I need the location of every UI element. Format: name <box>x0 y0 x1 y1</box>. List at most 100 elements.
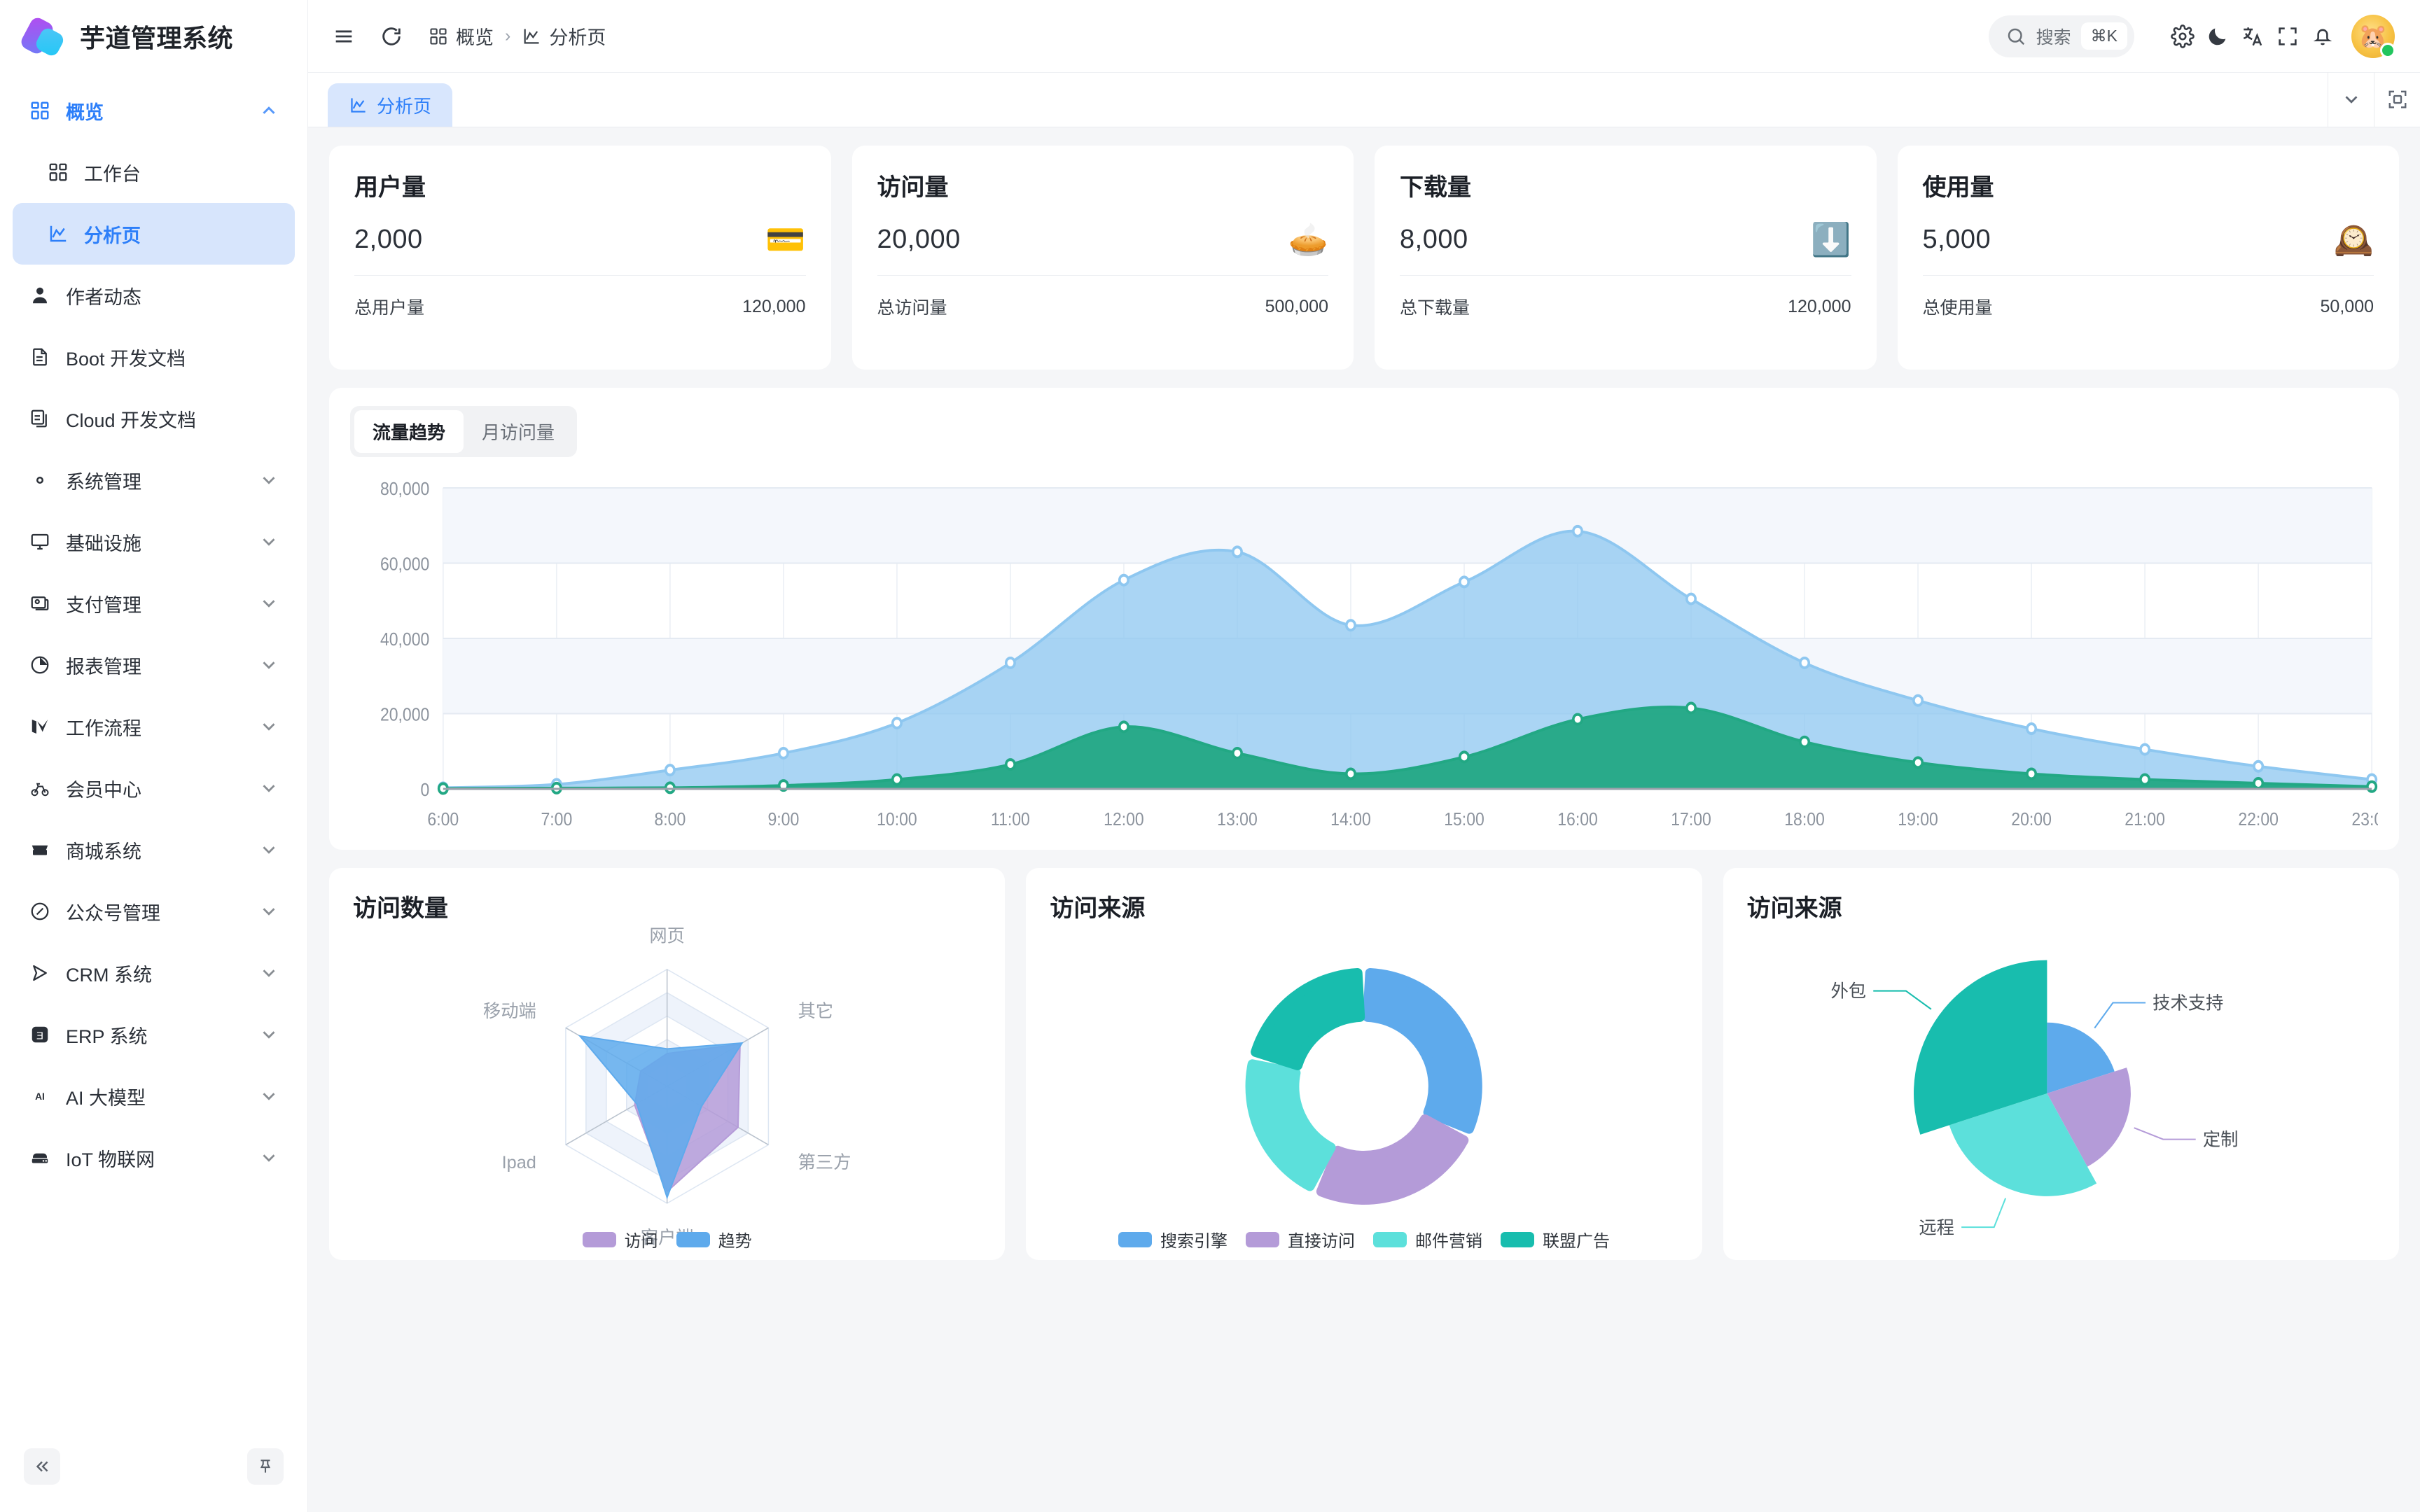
refresh-icon[interactable] <box>377 22 406 51</box>
legend-item-email[interactable]: 邮件营销 <box>1372 1227 1482 1252</box>
traffic-tabs: 流量趋势 月访问量 <box>350 406 578 457</box>
avatar-image: 🐹 <box>2351 14 2395 58</box>
stats-row: 用户量 2,000 💳 总用户量 120,000 访问量 20,000 <box>329 146 2399 370</box>
legend-swatch <box>1245 1231 1279 1247</box>
brand[interactable]: 芋道管理系统 <box>0 0 307 73</box>
sidebar-item-crm[interactable]: CRM 系统 <box>13 942 295 1004</box>
chevron-down-icon[interactable] <box>258 778 279 799</box>
search-input[interactable]: 搜索 ⌘K <box>1988 15 2134 57</box>
stat-total-label: 总访问量 <box>877 298 947 318</box>
sidebar-item-label: 商城系统 <box>66 841 141 862</box>
gear-icon[interactable] <box>2168 22 2197 51</box>
sidebar-item-label: Boot 开发文档 <box>66 348 186 370</box>
legend-item-visit[interactable]: 访问 <box>582 1227 658 1252</box>
legend-label: 趋势 <box>718 1232 752 1251</box>
tab-monthly-visits[interactable]: 月访问量 <box>482 422 555 443</box>
sidebar-item-label: 分析页 <box>84 225 141 246</box>
visit-source-rose-panel: 访问来源 技术支持 定制 远程 外包 <box>1723 868 2399 1260</box>
moon-icon[interactable] <box>2203 22 2232 51</box>
sidebar-item-erp[interactable]: Ǝ ERP 系统 <box>13 1004 295 1065</box>
sidebar-item-mp[interactable]: 公众号管理 <box>13 881 295 942</box>
sidebar-item-iot[interactable]: IoT 物联网 <box>13 1127 295 1189</box>
pie-icon: 🥧 <box>1288 221 1328 258</box>
grid-icon <box>28 99 52 122</box>
sidebar-item-analysis[interactable]: 分析页 <box>13 203 295 265</box>
chevron-down-icon[interactable] <box>2328 72 2374 127</box>
tab-analysis[interactable]: 分析页 <box>328 83 453 127</box>
sidebar-item-ai[interactable]: AI AI 大模型 <box>13 1065 295 1127</box>
credit-card-icon: 💳 <box>765 221 806 258</box>
chevron-down-icon[interactable] <box>258 1086 279 1107</box>
chevron-down-icon[interactable] <box>258 1147 279 1168</box>
legend-item-trend[interactable]: 趋势 <box>676 1227 752 1252</box>
stat-card-visits[interactable]: 访问量 20,000 🥧 总访问量 500,000 <box>851 146 1354 370</box>
sidebar-item-boot-docs[interactable]: Boot 开发文档 <box>13 326 295 388</box>
stat-total-label: 总使用量 <box>1922 298 1993 318</box>
legend-label: 访问 <box>624 1232 658 1251</box>
chevron-down-icon[interactable] <box>258 470 279 491</box>
breadcrumb-item-analysis[interactable]: 分析页 <box>522 22 606 50</box>
stat-title: 用户量 <box>354 174 426 201</box>
pin-icon[interactable] <box>247 1448 284 1485</box>
fullscreen-icon[interactable] <box>2273 22 2302 51</box>
chevron-down-icon[interactable] <box>258 716 279 737</box>
sidebar-item-report[interactable]: 报表管理 <box>13 634 295 696</box>
stat-total-label: 总用户量 <box>354 298 425 318</box>
sidebar-item-infrastructure[interactable]: 基础设施 <box>13 511 295 573</box>
legend-swatch <box>1372 1231 1407 1247</box>
sidebar-item-overview[interactable]: 概览 <box>13 80 295 141</box>
sidebar-item-payment[interactable]: 支付管理 <box>13 573 295 634</box>
chevron-down-icon[interactable] <box>258 654 279 676</box>
chevron-down-icon[interactable] <box>258 962 279 983</box>
svg-text:9:00: 9:00 <box>767 810 799 830</box>
chevron-down-icon[interactable] <box>258 1024 279 1045</box>
svg-text:16:00: 16:00 <box>1557 810 1598 830</box>
chevron-up-icon[interactable] <box>258 100 279 121</box>
chevron-down-icon[interactable] <box>258 839 279 860</box>
sidebar-item-member[interactable]: 会员中心 <box>13 757 295 819</box>
legend-swatch <box>1500 1231 1534 1247</box>
legend-item-search[interactable]: 搜索引擎 <box>1118 1227 1228 1252</box>
stat-middle: 8,000 ⬇️ <box>1400 223 1851 255</box>
sidebar-item-system[interactable]: 系统管理 <box>13 449 295 511</box>
expand-screen-icon[interactable] <box>2374 72 2420 127</box>
sidebar-item-mall[interactable]: 商城系统 <box>13 819 295 881</box>
sidebar-item-cloud-docs[interactable]: Cloud 开发文档 <box>13 388 295 449</box>
divider <box>1922 275 2374 276</box>
stat-card-downloads[interactable]: 下载量 8,000 ⬇️ 总下载量 120,000 <box>1375 146 1877 370</box>
legend-swatch <box>676 1231 710 1247</box>
svg-text:22:00: 22:00 <box>2238 810 2279 830</box>
sidebar-item-workflow[interactable]: 工作流程 <box>13 696 295 757</box>
send-icon <box>28 961 52 985</box>
chevron-down-icon[interactable] <box>258 901 279 922</box>
svg-text:20,000: 20,000 <box>380 705 429 725</box>
sidebar-item-label: CRM 系统 <box>66 964 152 986</box>
divider <box>354 275 806 276</box>
stat-card-users[interactable]: 用户量 2,000 💳 总用户量 120,000 <box>329 146 831 370</box>
stat-card-usage[interactable]: 使用量 5,000 🕰️ 总使用量 50,000 <box>1897 146 2399 370</box>
breadcrumb-item-overview[interactable]: 概览 <box>429 22 494 50</box>
stat-title: 下载量 <box>1400 174 1471 201</box>
radar-legend: 访问 趋势 <box>329 1227 1005 1252</box>
legend-item-direct[interactable]: 直接访问 <box>1245 1227 1355 1252</box>
translate-icon[interactable] <box>2238 22 2267 51</box>
sidebar-item-label: IoT 物联网 <box>66 1149 155 1170</box>
hamburger-icon[interactable] <box>329 22 359 51</box>
tab-traffic-trend[interactable]: 流量趋势 <box>354 410 464 453</box>
stat-middle: 2,000 💳 <box>354 223 806 255</box>
sidebar-item-author-news[interactable]: 作者动态 <box>13 265 295 326</box>
avatar[interactable]: 🐹 <box>2351 14 2395 58</box>
divider <box>877 275 1328 276</box>
sidebar-footer <box>0 1421 307 1512</box>
legend-item-affiliate[interactable]: 联盟广告 <box>1500 1227 1610 1252</box>
chevron-down-icon[interactable] <box>258 531 279 552</box>
bell-icon[interactable] <box>2308 22 2337 51</box>
logo-icon <box>18 15 66 58</box>
chart-line-icon <box>46 222 70 246</box>
sidebar-item-workbench[interactable]: 工作台 <box>13 141 295 203</box>
stat-total-value: 120,000 <box>1788 296 1851 316</box>
double-chevron-left-icon[interactable] <box>24 1448 60 1485</box>
svg-text:15:00: 15:00 <box>1444 810 1484 830</box>
chevron-down-icon[interactable] <box>258 593 279 614</box>
visit-source-donut-panel: 访问来源 搜索引擎 直接访问 邮件营销 联盟广告 <box>1026 868 1702 1260</box>
